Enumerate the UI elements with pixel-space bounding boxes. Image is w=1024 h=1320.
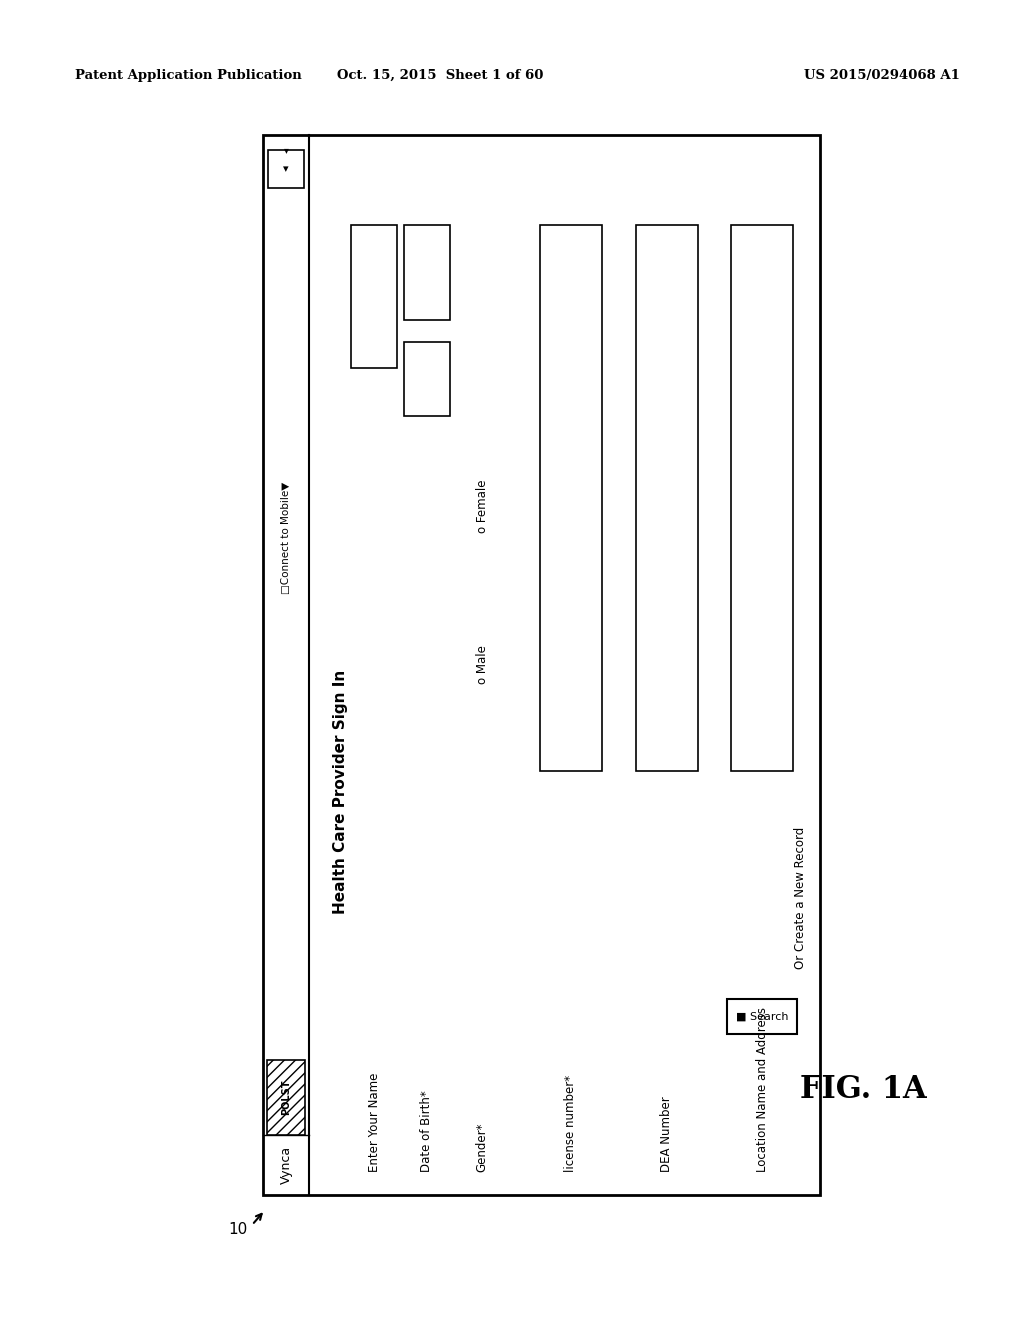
Text: US 2015/0294068 A1: US 2015/0294068 A1: [804, 69, 961, 82]
Text: Date of Birth*: Date of Birth*: [421, 1090, 433, 1172]
Text: Oct. 15, 2015  Sheet 1 of 60: Oct. 15, 2015 Sheet 1 of 60: [337, 69, 543, 82]
Text: Health Care Provider Sign In: Health Care Provider Sign In: [334, 671, 348, 915]
Text: Vynca: Vynca: [280, 1146, 293, 1184]
Text: FIG. 1A: FIG. 1A: [800, 1074, 927, 1106]
Text: DEA Number: DEA Number: [660, 1096, 674, 1172]
Text: 10: 10: [228, 1222, 248, 1238]
Text: □Connect to Mobile▼: □Connect to Mobile▼: [281, 482, 291, 594]
Bar: [263, 135, 820, 1195]
Text: Location Name and Address: Location Name and Address: [756, 1007, 768, 1172]
Bar: [727, 999, 797, 1034]
Bar: [267, 1060, 305, 1135]
Bar: [636, 226, 698, 771]
Text: Gender*: Gender*: [475, 1122, 488, 1172]
Text: Or Create a New Record: Or Create a New Record: [794, 828, 807, 969]
Text: ■ Search: ■ Search: [736, 1011, 788, 1022]
Text: Patent Application Publication: Patent Application Publication: [75, 69, 302, 82]
Bar: [404, 342, 450, 416]
Text: Enter Your Name: Enter Your Name: [368, 1073, 381, 1172]
Bar: [404, 226, 450, 321]
Text: POLST: POLST: [281, 1080, 291, 1115]
Text: o Male: o Male: [475, 645, 488, 685]
Bar: [540, 226, 602, 771]
Text: ▾: ▾: [284, 145, 289, 154]
Bar: [731, 226, 793, 771]
Bar: [268, 150, 304, 187]
Text: license number*: license number*: [564, 1074, 578, 1172]
Text: o Female: o Female: [475, 479, 488, 533]
Text: ▾: ▾: [284, 164, 289, 174]
Bar: [351, 226, 397, 368]
